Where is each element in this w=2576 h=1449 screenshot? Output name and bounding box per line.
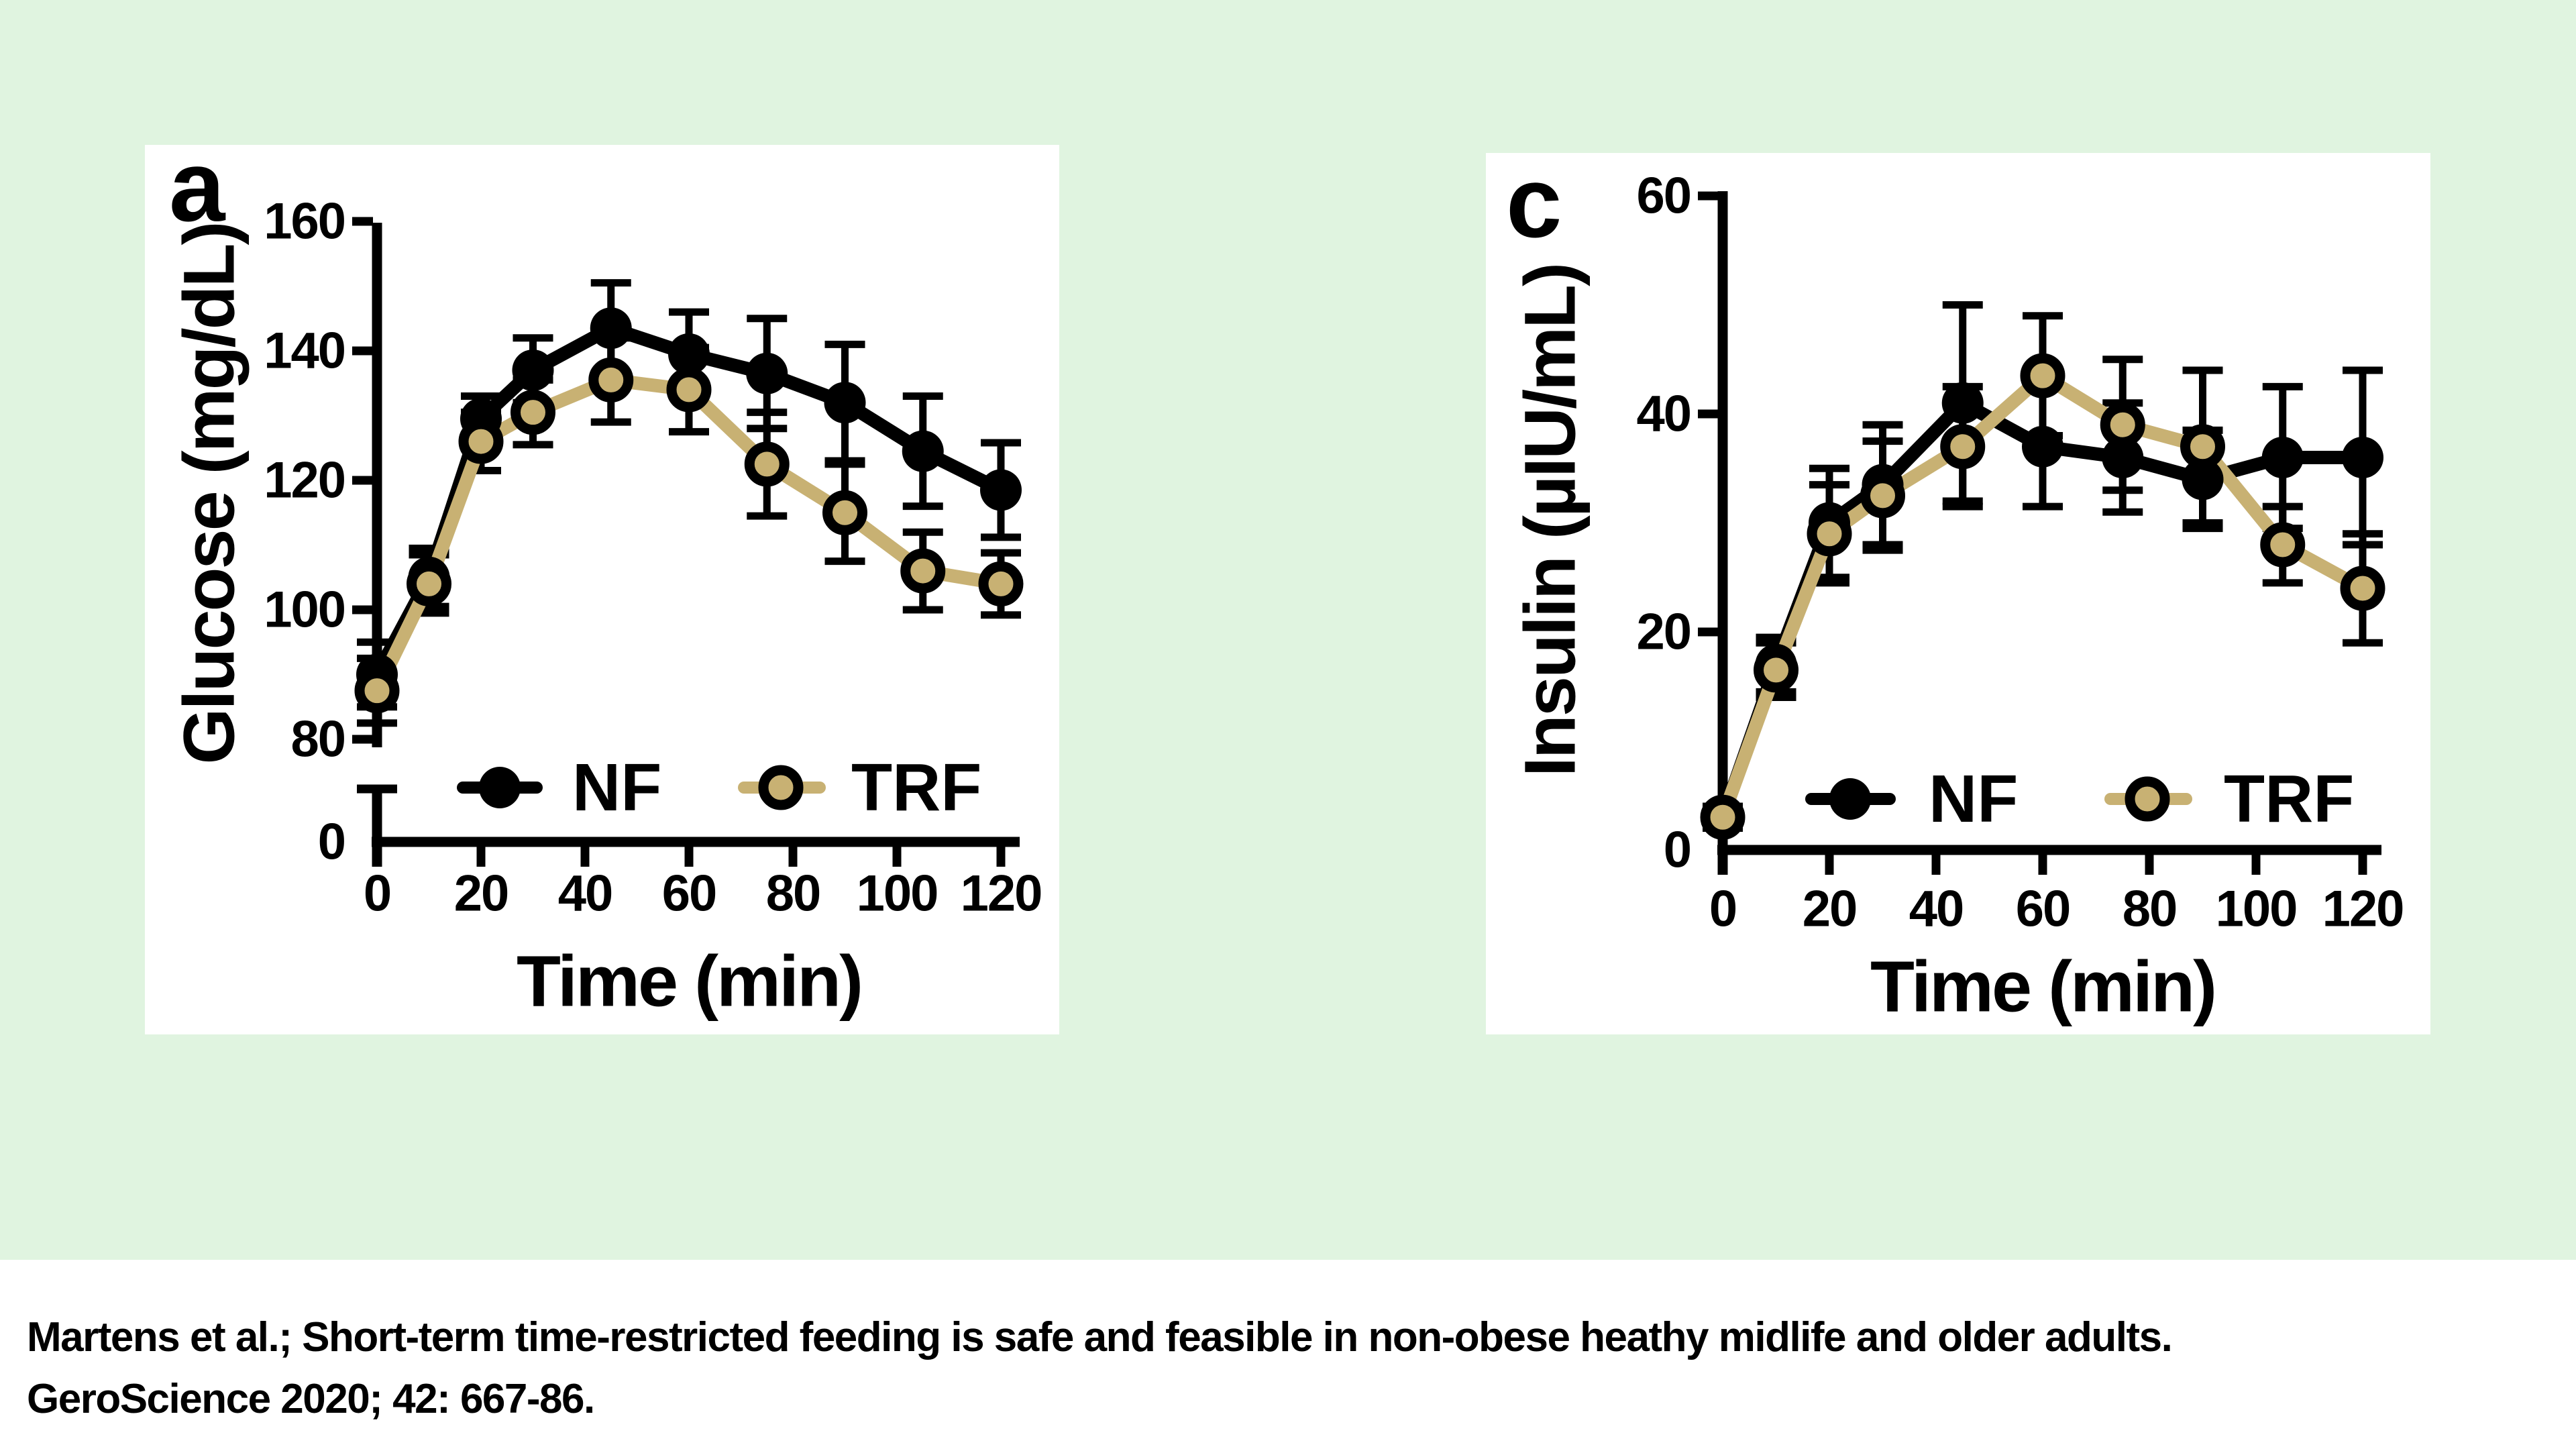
svg-text:40: 40 — [558, 865, 612, 922]
svg-text:60: 60 — [662, 865, 716, 922]
insulin-chart-panel: c 60 40 20 0 0 20 40 60 80 100 120 Time (min) Insuli… — [1486, 146, 2430, 1034]
svg-text:0: 0 — [1664, 822, 1690, 879]
svg-text:120: 120 — [2322, 881, 2404, 938]
svg-text:Time (min): Time (min) — [1870, 946, 2215, 1027]
svg-text:160: 160 — [264, 193, 345, 250]
svg-text:80: 80 — [766, 865, 820, 922]
legend-label-TRF: TRF — [2224, 761, 2354, 837]
svg-text:20: 20 — [1636, 604, 1690, 661]
citation-strip: Martens et al.; Short-term time-restrict… — [0, 1260, 2576, 1449]
insulin-chart: 60 40 20 00 20 40 60 80 100 120 Time (min) Insulin … — [1509, 168, 2405, 1027]
citation-line-2: GeroScience 2020; 42: 667-86. — [27, 1376, 595, 1422]
svg-text:0: 0 — [364, 865, 390, 922]
svg-text:100: 100 — [264, 582, 345, 639]
tick-labels: 160 140 120 100 80 00 20 40 60 80 100 120 — [264, 193, 1042, 922]
svg-text:80: 80 — [2123, 881, 2177, 938]
legend-label-NF: NF — [572, 750, 661, 825]
series-markers-TRF — [354, 357, 1024, 714]
svg-text:40: 40 — [1909, 881, 1964, 938]
svg-text:Glucose (mg/dL): Glucose (mg/dL) — [168, 223, 250, 764]
svg-text:Time (min): Time (min) — [517, 941, 861, 1022]
legend-label-TRF: TRF — [851, 750, 981, 825]
axis-titles: Time (min) Insulin (µIU/mL) — [1509, 264, 2218, 1027]
legend: NF TRF — [1805, 761, 2354, 837]
tick-labels: 60 40 20 00 20 40 60 80 100 120 — [1636, 168, 2404, 938]
axis-titles: Time (min) Glucose (mg/dL) — [168, 223, 864, 1022]
tick-marks — [352, 217, 1006, 867]
svg-text:140: 140 — [264, 323, 345, 380]
svg-text:20: 20 — [454, 865, 508, 922]
svg-text:Insulin (µIU/mL): Insulin (µIU/mL) — [1509, 264, 1591, 777]
svg-text:80: 80 — [290, 711, 345, 768]
svg-text:0: 0 — [318, 814, 345, 871]
series-line-TRF — [370, 373, 1008, 698]
svg-text:120: 120 — [264, 452, 345, 509]
citation-line-1: Martens et al.; Short-term time-restrict… — [27, 1314, 2173, 1360]
citation: Martens et al.; Short-term time-restrict… — [27, 1307, 2576, 1430]
svg-text:0: 0 — [1709, 881, 1736, 938]
svg-text:120: 120 — [961, 865, 1042, 922]
series-line-TRF — [1716, 369, 2369, 824]
series-markers-TRF — [1700, 353, 2385, 840]
svg-text:100: 100 — [2216, 881, 2297, 938]
legend: NF TRF — [457, 750, 981, 825]
svg-text:60: 60 — [1636, 168, 1690, 225]
svg-text:20: 20 — [1803, 881, 1857, 938]
svg-text:40: 40 — [1636, 386, 1690, 443]
legend-label-NF: NF — [1929, 761, 2018, 837]
tick-marks — [1698, 191, 2367, 875]
panel-label-c: c — [1506, 146, 1562, 258]
svg-text:60: 60 — [2016, 881, 2070, 938]
svg-text:100: 100 — [857, 865, 938, 922]
panel-label-a: a — [169, 129, 225, 242]
glucose-chart-panel: a 160 140 120 100 80 0 0 20 40 60 80 100 120 Time (mi… — [145, 136, 1059, 1034]
